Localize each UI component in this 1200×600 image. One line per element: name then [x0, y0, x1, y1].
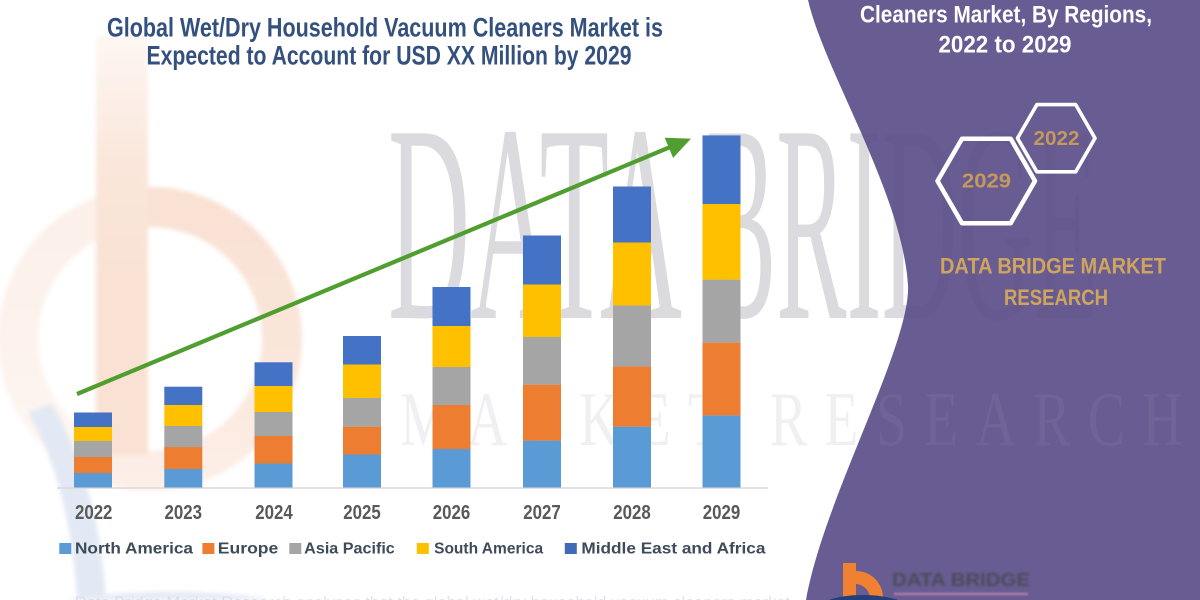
svg-text:2024: 2024 — [255, 501, 293, 524]
svg-text:Data Bridge Market Research an: Data Bridge Market Research analyses tha… — [75, 595, 791, 600]
svg-text:Middle East and Africa: Middle East and Africa — [581, 541, 765, 558]
svg-text:South America: South America — [434, 541, 543, 558]
svg-text:Expected to Account for USD XX: Expected to Account for USD XX Million b… — [147, 41, 632, 71]
svg-text:MARKET RESEARCH: MARKET RESEARCH — [400, 376, 1200, 462]
svg-text:DATA BRIDGE: DATA BRIDGE — [892, 570, 1030, 590]
svg-text:2025: 2025 — [343, 501, 381, 524]
svg-text:BRIDGE: BRIDGE — [706, 67, 1098, 379]
svg-text:2022: 2022 — [1034, 128, 1080, 150]
svg-text:2027: 2027 — [523, 501, 561, 524]
svg-text:Asia Pacific: Asia Pacific — [304, 541, 395, 558]
svg-text:2029: 2029 — [962, 170, 1011, 193]
svg-text:2029: 2029 — [703, 501, 741, 524]
svg-text:RESEARCH: RESEARCH — [1004, 285, 1108, 310]
svg-text:DATA BRIDGE MARKET: DATA BRIDGE MARKET — [940, 254, 1166, 279]
svg-text:2022: 2022 — [75, 501, 113, 524]
svg-text:2026: 2026 — [433, 501, 471, 524]
svg-text:2023: 2023 — [165, 501, 203, 524]
svg-text:Cleaners Market, By Regions,: Cleaners Market, By Regions, — [860, 2, 1152, 29]
svg-text:Europe: Europe — [218, 541, 279, 558]
svg-text:Global Wet/Dry Household Vacuu: Global Wet/Dry Household Vacuum Cleaners… — [107, 12, 663, 42]
svg-text:North America: North America — [75, 541, 193, 558]
svg-text:2022 to 2029: 2022 to 2029 — [939, 32, 1072, 59]
svg-text:2028: 2028 — [613, 501, 651, 524]
